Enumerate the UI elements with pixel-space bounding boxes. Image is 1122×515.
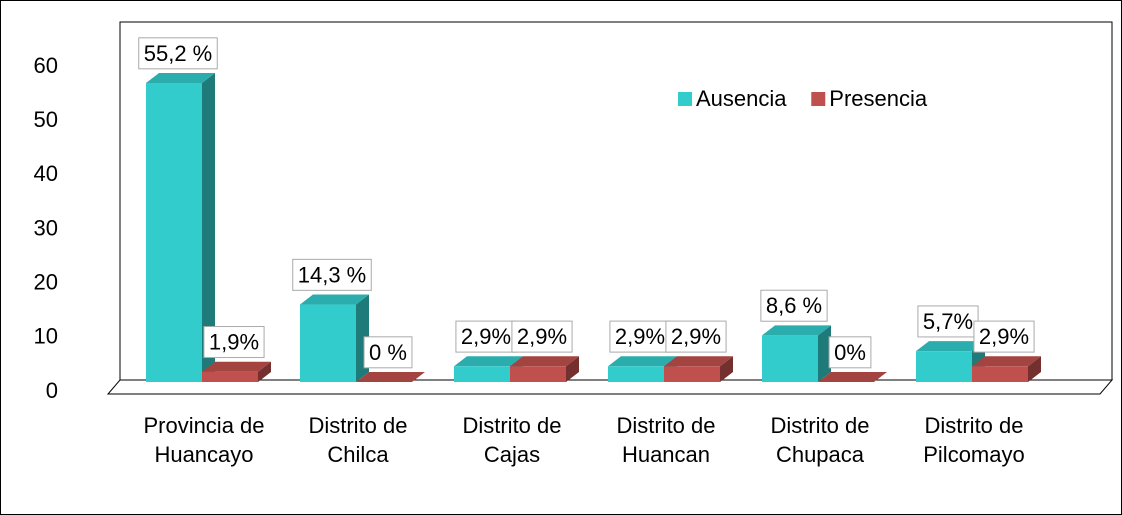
bar-top bbox=[762, 325, 831, 336]
bar-side bbox=[1028, 356, 1041, 382]
legend-label: Presencia bbox=[829, 86, 928, 111]
data-label-box bbox=[917, 305, 979, 338]
data-label-box bbox=[363, 336, 413, 369]
data-label: 2,9% bbox=[615, 324, 665, 349]
x-tick-label: Distrito de Pilcomayo bbox=[923, 413, 1025, 467]
bar bbox=[202, 371, 258, 382]
data-label-box bbox=[760, 289, 828, 322]
bar-top bbox=[356, 372, 425, 382]
bar-top bbox=[608, 356, 677, 367]
bar-top bbox=[510, 356, 579, 367]
bar bbox=[972, 366, 1028, 382]
data-label-box bbox=[665, 320, 727, 353]
data-label-box bbox=[203, 326, 265, 359]
bar-top bbox=[664, 356, 733, 367]
data-label-box bbox=[973, 320, 1035, 353]
bar bbox=[454, 366, 510, 382]
bar-top bbox=[146, 73, 215, 83]
x-tick-label: Distrito de Chilca bbox=[308, 413, 408, 467]
bar-side bbox=[258, 361, 271, 382]
y-tick-label: 10 bbox=[34, 324, 58, 349]
bar-side bbox=[818, 325, 831, 382]
bar-top bbox=[300, 294, 369, 305]
y-tick-label: 0 bbox=[46, 378, 58, 403]
data-label-box bbox=[292, 258, 372, 291]
y-tick-label: 50 bbox=[34, 107, 58, 132]
y-tick-label: 20 bbox=[34, 269, 58, 294]
bar-top bbox=[972, 356, 1041, 367]
bar-top bbox=[454, 356, 523, 367]
data-label: 8,6 % bbox=[766, 293, 822, 318]
data-label: 55,2 % bbox=[144, 41, 213, 66]
bar-top bbox=[916, 341, 985, 352]
legend-swatch bbox=[811, 92, 826, 106]
x-tick-label: Distrito de Chupaca bbox=[770, 413, 870, 467]
data-label: 2,9% bbox=[671, 324, 721, 349]
bar-top bbox=[202, 361, 271, 372]
bar-side bbox=[566, 356, 579, 382]
bar bbox=[762, 335, 818, 382]
legend-swatch bbox=[678, 92, 692, 106]
bar bbox=[664, 366, 720, 382]
bar-side bbox=[720, 356, 733, 382]
x-tick-label: Distrito de Huancan bbox=[616, 413, 716, 467]
data-label-box bbox=[138, 37, 218, 70]
data-label: 2,9% bbox=[461, 324, 511, 349]
bar bbox=[300, 304, 356, 382]
y-tick-label: 40 bbox=[34, 161, 58, 186]
floor bbox=[106, 379, 1114, 395]
back-wall bbox=[119, 21, 1113, 380]
x-tick-label: Provincia de Huancayo bbox=[143, 413, 265, 467]
bar bbox=[916, 351, 972, 382]
data-label: 0% bbox=[834, 340, 866, 365]
bar bbox=[146, 83, 202, 382]
data-label: 5,7% bbox=[923, 309, 973, 334]
data-label-box bbox=[828, 336, 872, 369]
data-label: 2,9% bbox=[979, 324, 1029, 349]
bar bbox=[608, 366, 664, 382]
bar-top bbox=[818, 372, 887, 382]
y-tick-label: 30 bbox=[34, 215, 58, 240]
data-label: 2,9% bbox=[517, 324, 567, 349]
data-label: 14,3 % bbox=[298, 262, 367, 287]
y-tick-label: 60 bbox=[34, 53, 58, 78]
bar-side bbox=[202, 73, 215, 382]
data-label: 1,9% bbox=[209, 330, 259, 355]
legend-label: Ausencia bbox=[696, 86, 787, 111]
data-label: 0 % bbox=[369, 340, 407, 365]
x-tick-label: Distrito de Cajas bbox=[462, 413, 562, 467]
data-label-box bbox=[511, 320, 573, 353]
data-label-box bbox=[609, 320, 671, 353]
bar bbox=[510, 366, 566, 382]
